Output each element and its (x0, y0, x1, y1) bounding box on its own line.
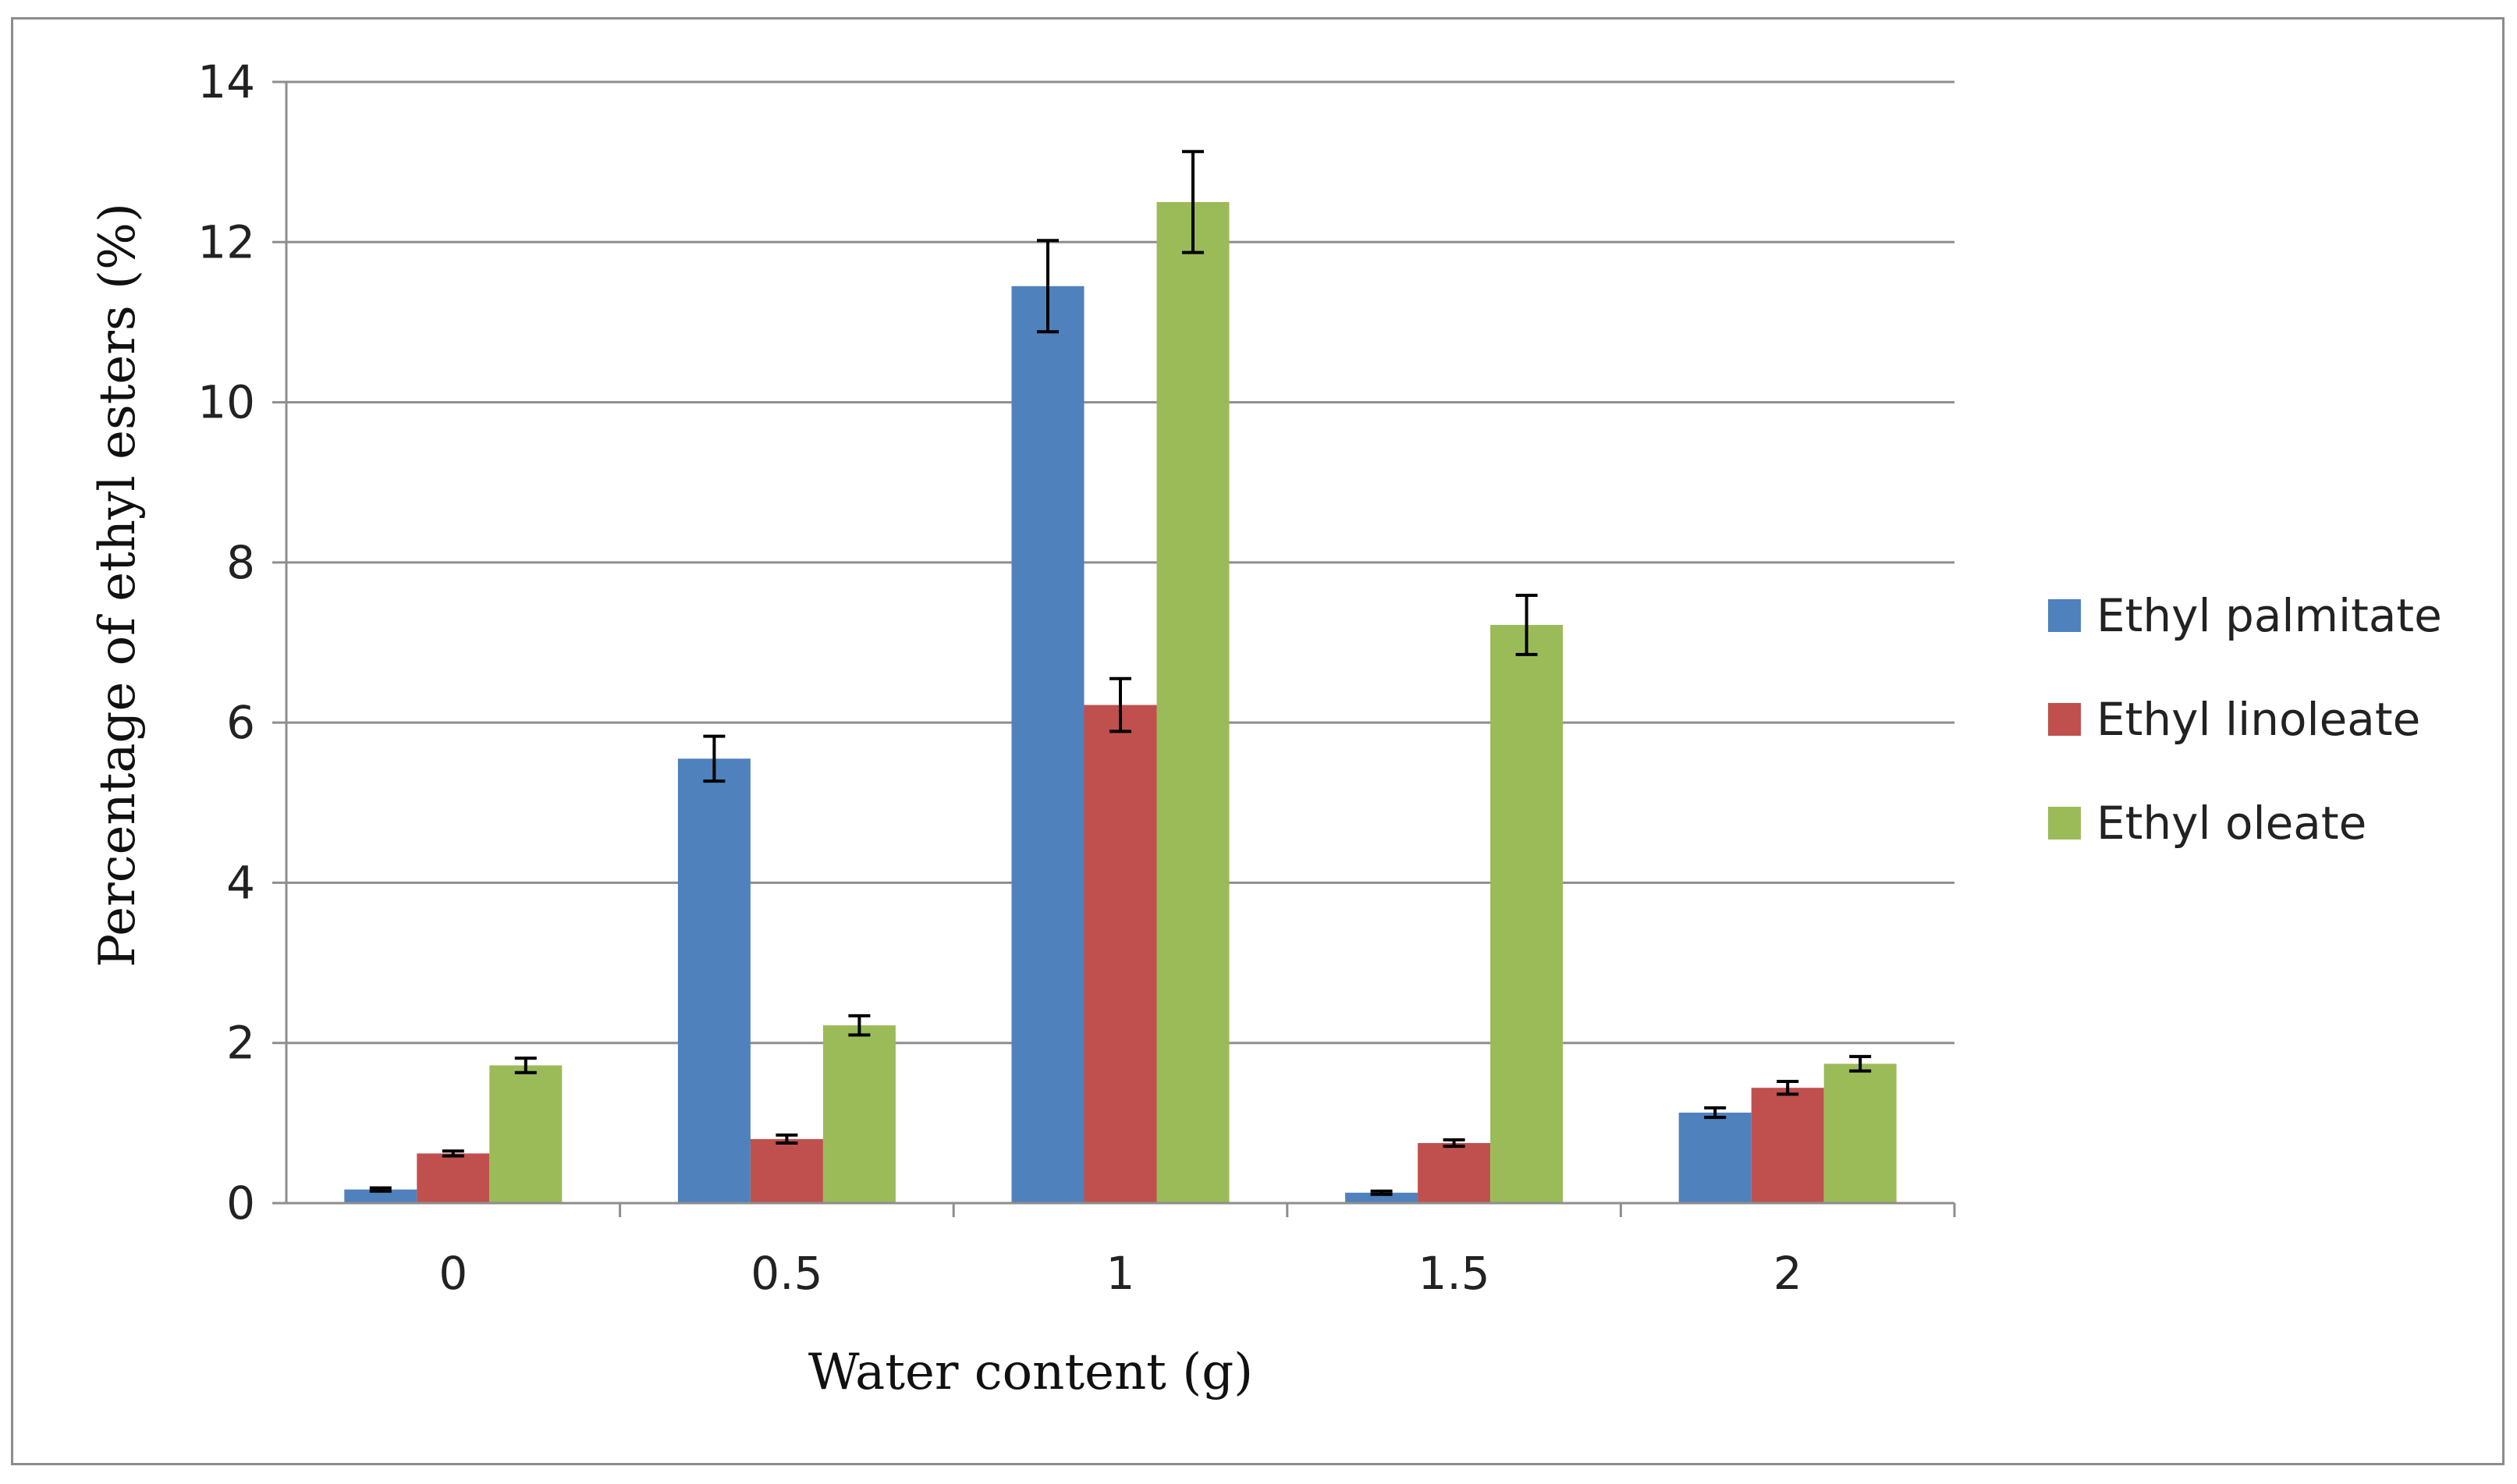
bar-ethyl-linoleate-0.5 (750, 1138, 823, 1203)
bar-ethyl-linoleate-2 (1751, 1088, 1824, 1203)
y-tick-label: 2 (226, 1017, 255, 1070)
bar-ethyl-linoleate-0 (417, 1153, 490, 1203)
x-tick-label: 1.5 (1418, 1247, 1489, 1300)
legend: Ethyl palmitate Ethyl linoleate Ethyl olea… (2048, 589, 2442, 850)
y-tick-label: 0 (226, 1177, 255, 1230)
legend-label-ethyl-palmitate: Ethyl palmitate (2096, 589, 2442, 642)
bars (344, 201, 1897, 1204)
bar-ethyl-oleate-1.5 (1490, 624, 1564, 1203)
error-bars (369, 150, 1872, 1196)
bar-ethyl-oleate-0 (489, 1065, 563, 1203)
y-tick-label: 12 (197, 215, 255, 268)
x-tick-label: 0 (438, 1247, 467, 1300)
legend-label-ethyl-linoleate: Ethyl linoleate (2096, 693, 2420, 746)
y-tick-label: 6 (226, 696, 255, 749)
bar-ethyl-palmitate-1.5 (1345, 1192, 1418, 1203)
legend-swatch-ethyl-palmitate (2048, 599, 2081, 632)
x-axis-title: Water content (g) (808, 1344, 1253, 1401)
y-tick-label: 14 (197, 55, 255, 108)
bar-ethyl-palmitate-0.5 (677, 758, 751, 1203)
bar-ethyl-oleate-0.5 (822, 1025, 896, 1203)
bar-ethyl-palmitate-1 (1011, 286, 1085, 1204)
y-tick-label: 4 (226, 856, 255, 909)
legend-swatch-ethyl-linoleate (2048, 703, 2081, 736)
legend-swatch-ethyl-oleate (2048, 807, 2081, 840)
bar-ethyl-linoleate-1 (1084, 705, 1157, 1203)
axes: 0 2 4 6 8 10 12 14 0 0.5 1 1.5 2 (197, 55, 1956, 1300)
bar-ethyl-oleate-2 (1823, 1063, 1897, 1203)
bar-ethyl-linoleate-1.5 (1418, 1143, 1491, 1203)
y-tick-label: 8 (226, 536, 255, 589)
legend-label-ethyl-oleate: Ethyl oleate (2096, 797, 2366, 850)
y-tick-label: 10 (197, 376, 255, 429)
bar-ethyl-oleate-1 (1156, 201, 1230, 1203)
x-tick-label: 0.5 (751, 1247, 822, 1300)
chart-frame: 0 2 4 6 8 10 12 14 0 0.5 1 1.5 2 Ethyl palmitate Ethy… (11, 17, 2505, 1465)
bar-ethyl-palmitate-2 (1678, 1113, 1752, 1203)
x-tick-label: 1 (1106, 1247, 1135, 1300)
y-axis-title: Percentage of ethyl esters (%) (89, 203, 147, 967)
x-tick-label: 2 (1773, 1247, 1802, 1300)
bar-ethyl-palmitate-0 (344, 1189, 417, 1203)
